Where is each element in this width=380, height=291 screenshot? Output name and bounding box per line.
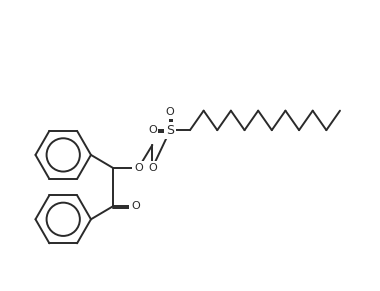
Text: S: S <box>166 124 174 137</box>
Text: O: O <box>148 163 157 173</box>
Text: O: O <box>134 163 143 173</box>
Text: O: O <box>131 201 140 212</box>
Text: O: O <box>166 107 174 117</box>
Text: O: O <box>148 125 157 135</box>
